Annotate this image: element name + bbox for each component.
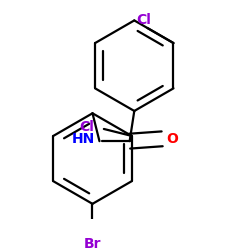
Text: Cl: Cl bbox=[136, 13, 151, 27]
Text: Br: Br bbox=[84, 238, 101, 250]
Text: Cl: Cl bbox=[80, 120, 94, 134]
Text: HN: HN bbox=[72, 132, 95, 146]
Text: O: O bbox=[167, 132, 178, 146]
